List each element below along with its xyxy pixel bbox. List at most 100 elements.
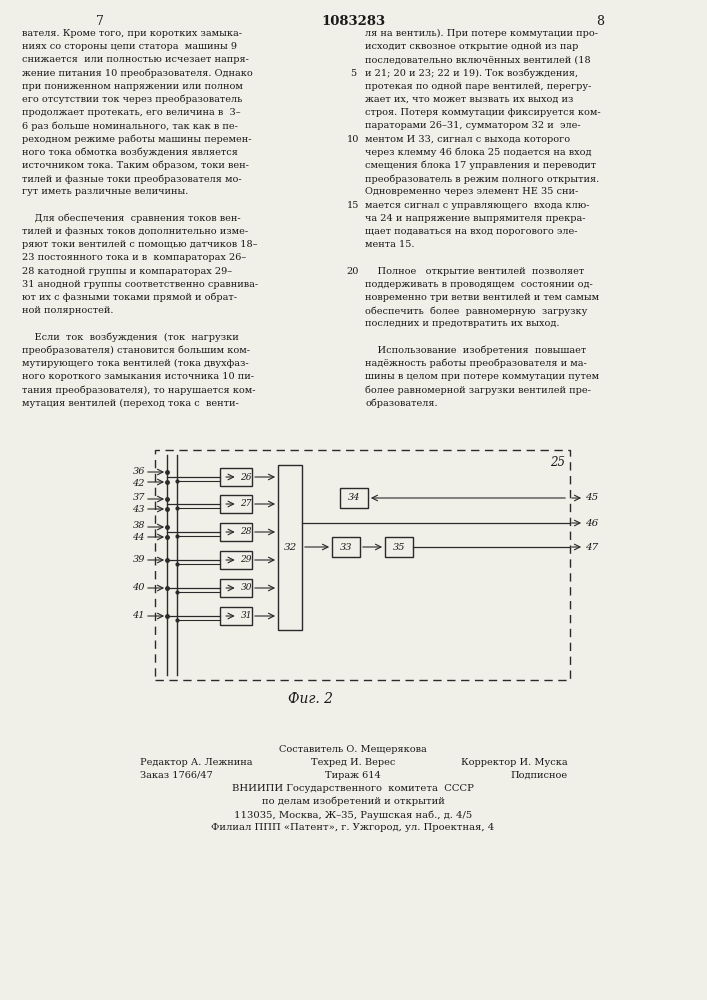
Text: 44: 44 bbox=[132, 534, 145, 542]
Text: ВНИИПИ Государственного  комитета  СССР: ВНИИПИ Государственного комитета СССР bbox=[232, 784, 474, 793]
Text: ментом И 33, сигнал с выхода которого: ментом И 33, сигнал с выхода которого bbox=[365, 135, 570, 144]
Text: 29: 29 bbox=[240, 556, 252, 564]
Text: 28 катодной группы и компараторах 29–: 28 катодной группы и компараторах 29– bbox=[22, 267, 232, 276]
Text: обеспечить  более  равномерную  загрузку: обеспечить более равномерную загрузку bbox=[365, 306, 588, 316]
Text: Заказ 1766/47: Заказ 1766/47 bbox=[140, 771, 213, 780]
Text: образователя.: образователя. bbox=[365, 399, 438, 408]
Bar bbox=[220, 495, 252, 513]
Text: надёжность работы преобразователя и ма-: надёжность работы преобразователя и ма- bbox=[365, 359, 587, 368]
Text: новременно три ветви вентилей и тем самым: новременно три ветви вентилей и тем самы… bbox=[365, 293, 599, 302]
Text: 1083283: 1083283 bbox=[321, 15, 385, 28]
Text: 31: 31 bbox=[240, 611, 252, 620]
Text: Использование  изобретения  повышает: Использование изобретения повышает bbox=[365, 346, 586, 355]
Text: вателя. Кроме того, при коротких замыка-: вателя. Кроме того, при коротких замыка- bbox=[22, 29, 242, 38]
Text: реходном режиме работы машины перемен-: реходном режиме работы машины перемен- bbox=[22, 135, 252, 144]
Text: 10: 10 bbox=[347, 135, 359, 144]
Text: мутирующего тока вентилей (тока двухфаз-: мутирующего тока вентилей (тока двухфаз- bbox=[22, 359, 249, 368]
Text: Составитель О. Мещерякова: Составитель О. Мещерякова bbox=[279, 745, 427, 754]
Text: тилей и фазных токов дополнительно изме-: тилей и фазных токов дополнительно изме- bbox=[22, 227, 248, 236]
Text: 46: 46 bbox=[585, 518, 598, 528]
Text: параторами 26–31, сумматором 32 и  эле-: параторами 26–31, сумматором 32 и эле- bbox=[365, 121, 580, 130]
Text: Техред И. Верес: Техред И. Верес bbox=[311, 758, 395, 767]
Text: источником тока. Таким образом, токи вен-: источником тока. Таким образом, токи вен… bbox=[22, 161, 249, 170]
Text: Одновременно через элемент НЕ 35 сни-: Одновременно через элемент НЕ 35 сни- bbox=[365, 187, 578, 196]
Text: Полное   открытие вентилей  позволяет: Полное открытие вентилей позволяет bbox=[365, 267, 584, 276]
Text: Подписное: Подписное bbox=[511, 771, 568, 780]
Text: 6 раз больше номинального, так как в пе-: 6 раз больше номинального, так как в пе- bbox=[22, 121, 238, 131]
Text: 37: 37 bbox=[132, 493, 145, 502]
Text: жение питания 10 преобразователя. Однако: жение питания 10 преобразователя. Однако bbox=[22, 69, 252, 78]
Text: 8: 8 bbox=[596, 15, 604, 28]
Text: ча 24 и напряжение выпрямителя прекра-: ча 24 и напряжение выпрямителя прекра- bbox=[365, 214, 585, 223]
Text: мента 15.: мента 15. bbox=[365, 240, 414, 249]
Bar bbox=[385, 537, 413, 557]
Text: более равномерной загрузки вентилей пре-: более равномерной загрузки вентилей пре- bbox=[365, 385, 591, 395]
Text: Тираж 614: Тираж 614 bbox=[325, 771, 381, 780]
Text: шины в целом при потере коммутации путем: шины в целом при потере коммутации путем bbox=[365, 372, 599, 381]
Text: Филиал ППП «Патент», г. Ужгород, ул. Проектная, 4: Филиал ППП «Патент», г. Ужгород, ул. Про… bbox=[211, 823, 495, 832]
Text: тилей и фазные токи преобразователя мо-: тилей и фазные токи преобразователя мо- bbox=[22, 174, 242, 184]
Text: ют их с фазными токами прямой и обрат-: ют их с фазными токами прямой и обрат- bbox=[22, 293, 237, 302]
Text: тания преобразователя), то нарушается ком-: тания преобразователя), то нарушается ко… bbox=[22, 385, 255, 395]
Text: 33: 33 bbox=[340, 542, 352, 552]
Text: 36: 36 bbox=[132, 466, 145, 476]
Text: 42: 42 bbox=[132, 479, 145, 488]
Text: строя. Потеря коммутации фиксируется ком-: строя. Потеря коммутации фиксируется ком… bbox=[365, 108, 601, 117]
Text: последних и предотвратить их выход.: последних и предотвратить их выход. bbox=[365, 319, 559, 328]
Bar bbox=[332, 537, 360, 557]
Text: ниях со стороны цепи статора  машины 9: ниях со стороны цепи статора машины 9 bbox=[22, 42, 237, 51]
Text: 34: 34 bbox=[348, 493, 361, 502]
Text: ля на вентиль). При потере коммутации про-: ля на вентиль). При потере коммутации пр… bbox=[365, 29, 598, 38]
Text: мутация вентилей (переход тока с  венти-: мутация вентилей (переход тока с венти- bbox=[22, 399, 239, 408]
Text: 7: 7 bbox=[96, 15, 104, 28]
Text: мается сигнал с управляющего  входа клю-: мается сигнал с управляющего входа клю- bbox=[365, 201, 590, 210]
Text: щает подаваться на вход порогового эле-: щает подаваться на вход порогового эле- bbox=[365, 227, 578, 236]
Text: 43: 43 bbox=[132, 506, 145, 514]
Text: через клемму 46 блока 25 подается на вход: через клемму 46 блока 25 подается на вхо… bbox=[365, 148, 592, 157]
Text: 41: 41 bbox=[132, 611, 145, 620]
Text: 23 постоянного тока и в  компараторах 26–: 23 постоянного тока и в компараторах 26– bbox=[22, 253, 246, 262]
Text: Корректор И. Муска: Корректор И. Муска bbox=[462, 758, 568, 767]
Text: продолжает протекать, его величина в  3–: продолжает протекать, его величина в 3– bbox=[22, 108, 240, 117]
Text: 32: 32 bbox=[284, 543, 297, 552]
Text: 39: 39 bbox=[132, 556, 145, 564]
Text: ного тока обмотка возбуждения является: ного тока обмотка возбуждения является bbox=[22, 148, 238, 157]
Text: смещения блока 17 управления и переводит: смещения блока 17 управления и переводит bbox=[365, 161, 596, 170]
Text: Фиг. 2: Фиг. 2 bbox=[288, 692, 332, 706]
Bar bbox=[278, 465, 302, 630]
Text: исходит сквозное открытие одной из пар: исходит сквозное открытие одной из пар bbox=[365, 42, 578, 51]
Text: ряют токи вентилей с помощью датчиков 18–: ряют токи вентилей с помощью датчиков 18… bbox=[22, 240, 257, 249]
Text: снижается  или полностью исчезает напря-: снижается или полностью исчезает напря- bbox=[22, 55, 249, 64]
Text: ного короткого замыкания источника 10 пи-: ного короткого замыкания источника 10 пи… bbox=[22, 372, 254, 381]
Bar bbox=[220, 579, 252, 597]
Bar bbox=[155, 450, 570, 680]
Bar bbox=[220, 551, 252, 569]
Text: по делам изобретений и открытий: по делам изобретений и открытий bbox=[262, 797, 445, 806]
Text: гут иметь различные величины.: гут иметь различные величины. bbox=[22, 187, 188, 196]
Bar bbox=[220, 468, 252, 486]
Text: его отсутствии ток через преобразователь: его отсутствии ток через преобразователь bbox=[22, 95, 243, 104]
Text: 25: 25 bbox=[551, 456, 566, 469]
Text: 28: 28 bbox=[240, 528, 252, 536]
Text: 47: 47 bbox=[585, 542, 598, 552]
Text: поддерживать в проводящем  состоянии од-: поддерживать в проводящем состоянии од- bbox=[365, 280, 592, 289]
Text: ной полярностей.: ной полярностей. bbox=[22, 306, 114, 315]
Text: 113035, Москва, Ж–35, Раушская наб., д. 4/5: 113035, Москва, Ж–35, Раушская наб., д. … bbox=[234, 810, 472, 820]
Text: последовательно включённых вентилей (18: последовательно включённых вентилей (18 bbox=[365, 55, 590, 64]
Bar bbox=[340, 488, 368, 508]
Text: 5: 5 bbox=[350, 69, 356, 78]
Text: Для обеспечения  сравнения токов вен-: Для обеспечения сравнения токов вен- bbox=[22, 214, 240, 223]
Text: жает их, что может вызвать их выход из: жает их, что может вызвать их выход из bbox=[365, 95, 573, 104]
Text: 20: 20 bbox=[347, 267, 359, 276]
Text: 45: 45 bbox=[585, 493, 598, 502]
Text: 30: 30 bbox=[240, 584, 252, 592]
Text: 31 анодной группы соответственно сравнива-: 31 анодной группы соответственно сравнив… bbox=[22, 280, 258, 289]
Text: 15: 15 bbox=[347, 201, 359, 210]
Text: 27: 27 bbox=[240, 499, 252, 508]
Text: 35: 35 bbox=[393, 542, 405, 552]
Text: 26: 26 bbox=[240, 473, 252, 482]
Text: и 21; 20 и 23; 22 и 19). Ток возбуждения,: и 21; 20 и 23; 22 и 19). Ток возбуждения… bbox=[365, 69, 578, 78]
Text: Если  ток  возбуждения  (ток  нагрузки: Если ток возбуждения (ток нагрузки bbox=[22, 333, 239, 342]
Text: при пониженном напряжении или полном: при пониженном напряжении или полном bbox=[22, 82, 243, 91]
Text: протекая по одной паре вентилей, перегру-: протекая по одной паре вентилей, перегру… bbox=[365, 82, 591, 91]
